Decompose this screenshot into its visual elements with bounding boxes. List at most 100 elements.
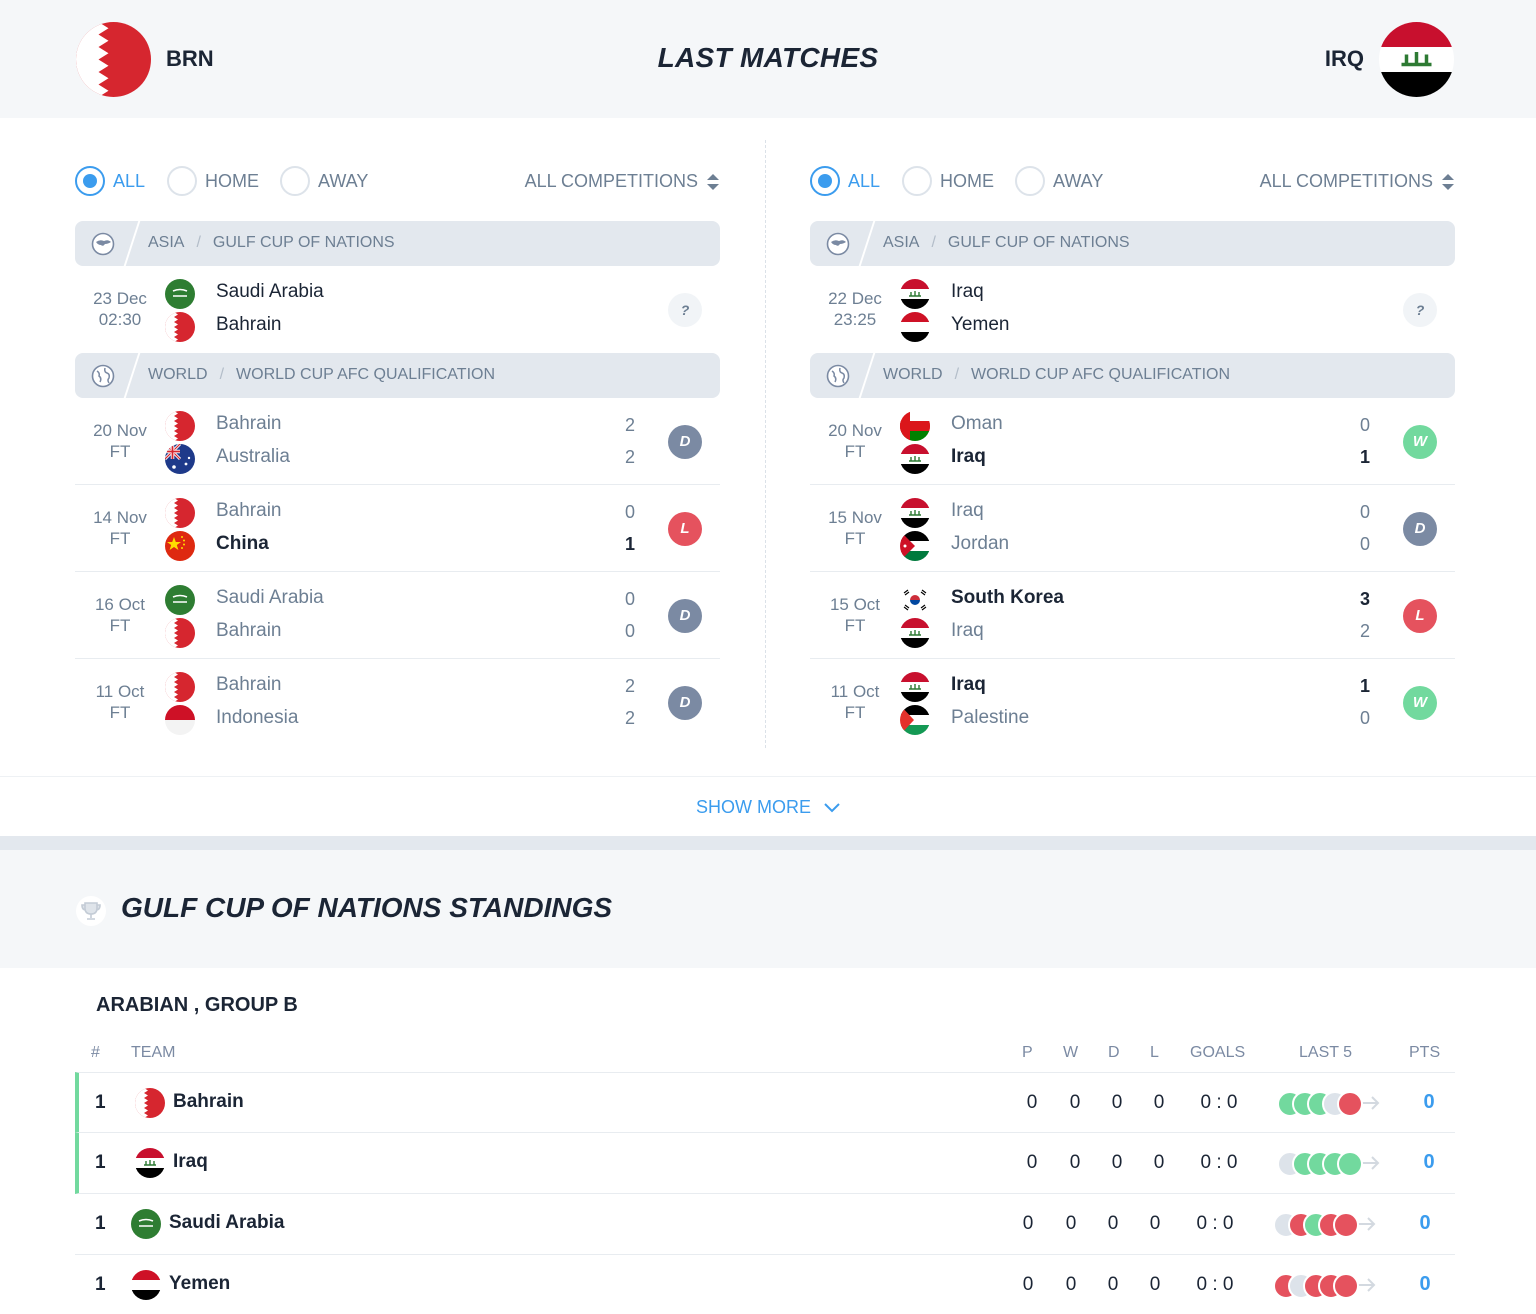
away-team-name[interactable]: China [216,533,269,554]
palestine-flag-icon [900,705,930,735]
away-team-code[interactable]: IRQ [1324,46,1364,71]
league-name: WORLD CUP AFC QUALIFICATION [236,366,496,383]
group-title: ARABIAN , GROUP B [96,994,298,1016]
iraq-flag-icon [135,1148,165,1178]
league-header-gulf-cup[interactable]: ASIA / GULF CUP OF NATIONS [75,221,720,266]
match-row[interactable]: 15 Nov FT Iraq Jordan 0 0 D [810,485,1455,572]
league-name: WORLD CUP AFC QUALIFICATION [971,366,1231,383]
team-name[interactable]: Yemen [169,1273,231,1294]
league-header-wc-qualification[interactable]: WORLD / WORLD CUP AFC QUALIFICATION [810,353,1455,398]
goals: 0 : 0 [1200,1092,1238,1113]
league-divider [123,221,141,266]
result-badge-loss: L [1403,599,1437,633]
arrow-right-icon [1358,1278,1376,1292]
away-team-name[interactable]: Indonesia [216,707,299,728]
home-score: 2 [624,676,635,696]
match-row[interactable]: 11 Oct FT Iraq Palestine 1 0 W [810,659,1455,746]
home-filters: ALL HOME AWAY ALL COMPETITIONS [75,164,720,198]
away-score: 1 [624,534,635,554]
drawn: 0 [1107,1213,1119,1234]
home-team-name[interactable]: Iraq [951,674,986,695]
competitions-select[interactable]: ALL COMPETITIONS [1260,171,1455,192]
filter-away-label: AWAY [318,170,369,191]
lost: 0 [1149,1274,1161,1295]
last5-form [1273,1271,1383,1299]
standings-header: GULF CUP OF NATIONS STANDINGS [0,850,1536,968]
goals: 0 : 0 [1196,1274,1234,1295]
match-row[interactable]: 14 Nov FT Bahrain China 0 1 L [75,485,720,572]
away-score: 2 [624,708,635,728]
match-date: 15 Nov FT [828,508,882,548]
home-team-name[interactable]: Bahrain [216,413,282,434]
home-score: 3 [1359,589,1370,609]
filter-all-radio[interactable]: ALL [75,166,145,196]
filter-all-radio[interactable]: ALL [810,166,880,196]
match-date: 11 Oct FT [830,682,880,722]
home-team-name[interactable]: Oman [951,413,1003,434]
away-team-name[interactable]: Bahrain [216,314,282,335]
team-name[interactable]: Iraq [173,1151,208,1172]
iraq-flag-icon [900,672,930,702]
league-header-wc-qualification[interactable]: WORLD / WORLD CUP AFC QUALIFICATION [75,353,720,398]
table-row[interactable]: 1 Bahrain 0 0 0 0 0 : 0 0 [75,1072,1455,1133]
filter-away-radio[interactable]: AWAY [280,166,368,196]
played: 0 [1022,1213,1034,1234]
league-header-gulf-cup[interactable]: ASIA / GULF CUP OF NATIONS [810,221,1455,266]
league-region: ASIA [883,234,920,251]
won: 0 [1065,1274,1077,1295]
filter-home-radio[interactable]: HOME [902,166,994,196]
won: 0 [1069,1152,1081,1173]
home-team-name[interactable]: Bahrain [216,500,282,521]
away-team-name[interactable]: Iraq [951,446,986,467]
match-row[interactable]: 11 Oct FT Bahrain Indonesia 2 2 D [75,659,720,746]
match-row[interactable]: 20 Nov FT Bahrain Australia 2 2 D [75,398,720,485]
home-team-name[interactable]: South Korea [951,587,1064,608]
iraq-flag-icon [900,498,930,528]
lost: 0 [1149,1213,1161,1234]
away-score: 0 [1359,534,1370,554]
filter-away-radio[interactable]: AWAY [1015,166,1103,196]
league-divider [858,221,876,266]
league-region: WORLD [883,366,943,383]
away-team-name[interactable]: Iraq [951,620,984,641]
away-team-name[interactable]: Jordan [951,533,1010,554]
page-title: LAST MATCHES [657,42,879,73]
filter-home-label: HOME [940,170,994,191]
match-row[interactable]: 20 Nov FT Oman Iraq 0 1 W [810,398,1455,485]
jordan-flag-icon [900,531,930,561]
form-dot-loss [1337,1091,1363,1117]
won: 0 [1065,1213,1077,1234]
radio-unchecked-icon [280,166,310,196]
table-row[interactable]: 1 Yemen 0 0 0 0 0 : 0 0 [75,1255,1455,1314]
away-team-name[interactable]: Yemen [951,314,1010,335]
upcoming-match[interactable]: 23 Dec 02:30 Saudi Arabia Bahrain ? [75,266,720,353]
competitions-select[interactable]: ALL COMPETITIONS [525,171,720,192]
match-row[interactable]: 16 Oct FT Saudi Arabia Bahrain 0 0 D [75,572,720,659]
last5-form [1273,1210,1383,1238]
table-row[interactable]: 1 Saudi Arabia 0 0 0 0 0 : 0 0 [75,1194,1455,1255]
show-more-button[interactable]: SHOW MORE [0,797,1536,818]
arrow-right-icon [1358,1217,1376,1231]
home-team-name[interactable]: Bahrain [216,674,282,695]
league-name: GULF CUP OF NATIONS [212,234,395,251]
table-row[interactable]: 1 Iraq 0 0 0 0 0 : 0 0 [75,1133,1455,1194]
away-team-name[interactable]: Palestine [951,707,1030,728]
home-team-name[interactable]: Iraq [951,281,984,302]
home-score: 0 [624,502,635,522]
match-row[interactable]: 15 Oct FT South Korea Iraq 3 2 L [810,572,1455,659]
team-name[interactable]: Saudi Arabia [169,1212,285,1233]
league-divider [123,353,141,398]
home-team-name[interactable]: Saudi Arabia [216,281,324,302]
filter-home-radio[interactable]: HOME [167,166,259,196]
show-more-bar: SHOW MORE [0,776,1536,836]
home-team-name[interactable]: Saudi Arabia [216,587,324,608]
section-separator [0,836,1536,850]
col-goals: GOALS [1190,1044,1246,1061]
result-badge-win: W [1403,425,1437,459]
away-team-name[interactable]: Australia [216,446,290,467]
team-name[interactable]: Bahrain [173,1091,244,1112]
away-team-name[interactable]: Bahrain [216,620,282,641]
home-team-name[interactable]: Iraq [951,500,984,521]
home-team-code[interactable]: BRN [166,46,214,71]
upcoming-match[interactable]: 22 Dec 23:25 Iraq Yemen ? [810,266,1455,353]
